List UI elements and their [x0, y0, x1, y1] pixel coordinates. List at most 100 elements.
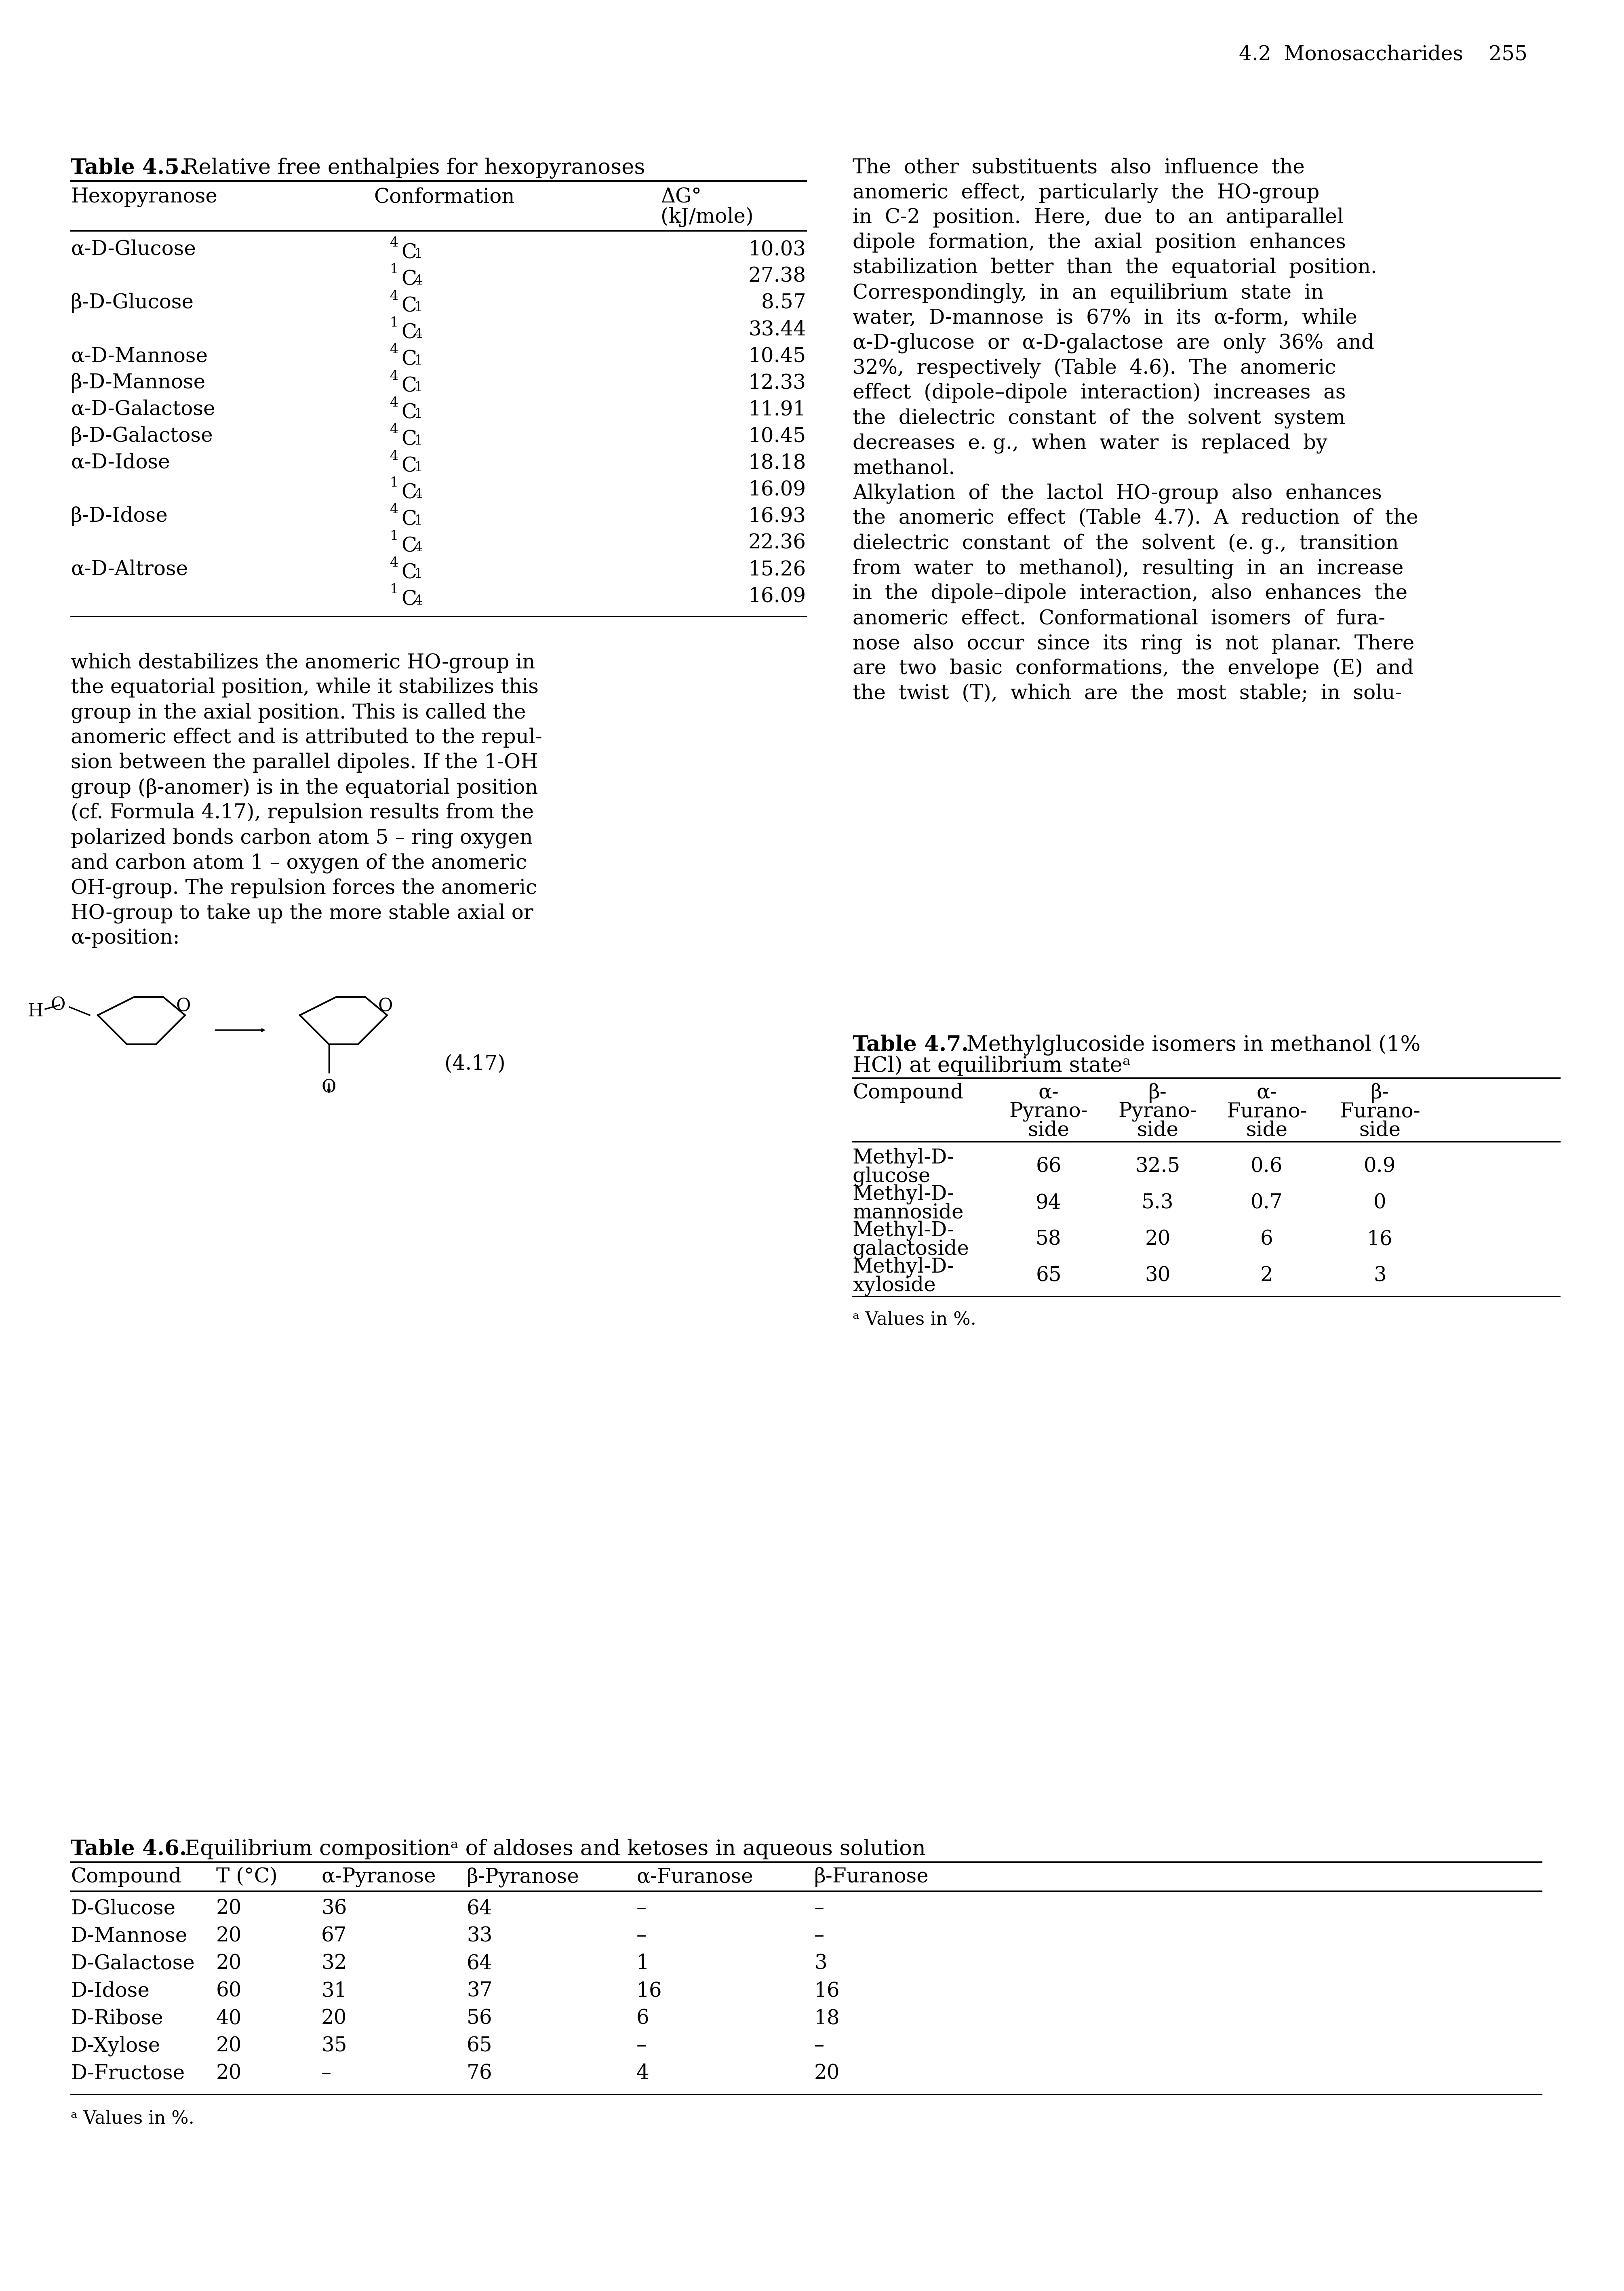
Text: 10.45: 10.45: [749, 346, 806, 367]
Text: 4: 4: [414, 275, 422, 286]
Text: the equatorial position, while it stabilizes this: the equatorial position, while it stabil…: [71, 678, 539, 699]
Text: C: C: [401, 509, 417, 529]
Text: nose  also  occur  since  its  ring  is  not  planar.  There: nose also occur since its ring is not pl…: [853, 635, 1415, 653]
Text: in  the  dipole–dipole  interaction,  also  enhances  the: in the dipole–dipole interaction, also e…: [853, 584, 1408, 603]
Text: 4: 4: [390, 369, 398, 383]
Text: 32%,  respectively  (Table  4.6).  The  anomeric: 32%, respectively (Table 4.6). The anome…: [853, 357, 1337, 378]
Text: –: –: [814, 1899, 825, 1918]
Text: β-Pyranose: β-Pyranose: [466, 1867, 580, 1888]
Text: 1: 1: [414, 460, 422, 474]
Text: α-: α-: [1038, 1084, 1059, 1102]
Text: 64: 64: [466, 1954, 492, 1973]
Text: 4: 4: [414, 488, 422, 502]
Text: 3: 3: [1374, 1265, 1387, 1285]
Text: C: C: [401, 351, 417, 369]
Text: 37: 37: [466, 1982, 492, 2000]
Text: Correspondingly,  in  an  equilibrium  state  in: Correspondingly, in an equilibrium state…: [853, 282, 1324, 302]
Text: anomeric  effect.  Conformational  isomers  of  fura-: anomeric effect. Conformational isomers …: [853, 609, 1385, 628]
Text: group in the axial position. This is called the: group in the axial position. This is cal…: [71, 703, 526, 724]
Text: 18.18: 18.18: [749, 454, 806, 472]
Text: 5.3: 5.3: [1142, 1194, 1174, 1212]
Text: Methylglucoside isomers in methanol (1%: Methylglucoside isomers in methanol (1%: [960, 1036, 1421, 1056]
Text: β-D-Idose: β-D-Idose: [71, 506, 167, 527]
Text: –: –: [322, 2064, 331, 2083]
Text: C: C: [401, 403, 417, 424]
Text: β-: β-: [1148, 1084, 1168, 1102]
Text: 16: 16: [637, 1982, 663, 2000]
Text: –: –: [814, 1927, 825, 1945]
Text: Table 4.7.: Table 4.7.: [853, 1036, 968, 1056]
Text: C: C: [401, 323, 417, 344]
Text: 1: 1: [390, 477, 398, 490]
Text: –: –: [637, 2037, 646, 2055]
Text: 12.33: 12.33: [749, 373, 806, 394]
Text: Furano-: Furano-: [1226, 1102, 1307, 1123]
Text: HCl) at equilibrium stateᵃ: HCl) at equilibrium stateᵃ: [853, 1056, 1130, 1077]
Text: the  dielectric  constant  of  the  solvent  system: the dielectric constant of the solvent s…: [853, 408, 1345, 428]
Text: 1: 1: [414, 247, 422, 261]
Text: 1: 1: [414, 568, 422, 580]
Text: glucose: glucose: [853, 1166, 931, 1187]
Text: 2: 2: [1260, 1265, 1273, 1285]
Text: T (°C): T (°C): [216, 1867, 278, 1888]
Text: 20: 20: [216, 2037, 242, 2055]
Text: 32: 32: [322, 1954, 348, 1973]
Text: α-D-Idose: α-D-Idose: [71, 454, 171, 472]
Text: 10.03: 10.03: [749, 241, 806, 259]
Text: 65: 65: [1036, 1265, 1062, 1285]
Text: 1: 1: [637, 1954, 650, 1973]
Text: xyloside: xyloside: [853, 1276, 935, 1297]
Text: 4: 4: [390, 557, 398, 570]
Text: and carbon atom 1 – oxygen of the anomeric: and carbon atom 1 – oxygen of the anomer…: [71, 852, 526, 873]
Text: 0: 0: [1374, 1194, 1387, 1212]
Text: are  two  basic  conformations,  the  envelope  (E)  and: are two basic conformations, the envelop…: [853, 660, 1415, 678]
Text: 20: 20: [216, 1954, 242, 1973]
Text: group (β-anomer) is in the equatorial position: group (β-anomer) is in the equatorial po…: [71, 779, 538, 797]
Text: 4: 4: [390, 449, 398, 463]
Text: Furano-: Furano-: [1340, 1102, 1421, 1123]
Text: Relative free enthalpies for hexopyranoses: Relative free enthalpies for hexopyranos…: [175, 158, 645, 179]
Text: 1: 1: [414, 355, 422, 367]
Text: stabilization  better  than  the  equatorial  position.: stabilization better than the equatorial…: [853, 259, 1377, 277]
Text: Methyl-D-: Methyl-D-: [853, 1184, 955, 1205]
Text: 16.93: 16.93: [749, 506, 806, 527]
Text: 22.36: 22.36: [749, 534, 806, 552]
Text: –: –: [637, 1899, 646, 1918]
Text: 56: 56: [466, 2009, 492, 2028]
Text: β-D-Mannose: β-D-Mannose: [71, 373, 206, 394]
Text: 76: 76: [466, 2064, 492, 2083]
Text: α-D-Glucose: α-D-Glucose: [71, 241, 197, 259]
Text: methanol.: methanol.: [853, 458, 955, 479]
Text: 40: 40: [216, 2009, 242, 2028]
Text: O: O: [50, 997, 65, 1015]
Text: 94: 94: [1036, 1194, 1062, 1212]
Text: 0.6: 0.6: [1250, 1157, 1283, 1178]
Text: 4: 4: [390, 344, 398, 355]
Text: D-Ribose: D-Ribose: [71, 2009, 162, 2028]
Text: 4: 4: [637, 2064, 650, 2083]
Text: 4: 4: [414, 541, 422, 554]
Text: anomeric effect and is attributed to the repul-: anomeric effect and is attributed to the…: [71, 729, 542, 747]
Text: dipole  formation,  the  axial  position  enhances: dipole formation, the axial position enh…: [853, 234, 1346, 252]
Text: galactoside: galactoside: [853, 1239, 970, 1260]
Text: 4: 4: [414, 593, 422, 607]
Text: C: C: [401, 564, 417, 582]
Text: 31: 31: [322, 1982, 348, 2000]
Text: side: side: [1359, 1120, 1402, 1141]
Text: 10.45: 10.45: [749, 426, 806, 447]
Text: α-: α-: [1257, 1084, 1276, 1102]
Text: 4: 4: [390, 396, 398, 410]
Text: (kJ/mole): (kJ/mole): [661, 206, 754, 227]
Text: decreases  e. g.,  when  water  is  replaced  by: decreases e. g., when water is replaced …: [853, 433, 1327, 454]
Text: the  twist  (T),  which  are  the  most  stable;  in  solu-: the twist (T), which are the most stable…: [853, 683, 1402, 703]
Text: 0.7: 0.7: [1250, 1194, 1283, 1212]
Text: 16: 16: [814, 1982, 840, 2000]
Text: water,  D-mannose  is  67%  in  its  α-form,  while: water, D-mannose is 67% in its α-form, w…: [853, 307, 1358, 328]
Text: dielectric  constant  of  the  solvent  (e. g.,  transition: dielectric constant of the solvent (e. g…: [853, 534, 1398, 554]
Text: 6: 6: [1260, 1230, 1273, 1249]
Text: which destabilizes the anomeric HO-group in: which destabilizes the anomeric HO-group…: [71, 653, 534, 674]
Text: 4: 4: [390, 424, 398, 435]
Text: ΔG°: ΔG°: [661, 188, 702, 206]
Text: 1: 1: [414, 515, 422, 527]
Text: C: C: [401, 536, 417, 557]
